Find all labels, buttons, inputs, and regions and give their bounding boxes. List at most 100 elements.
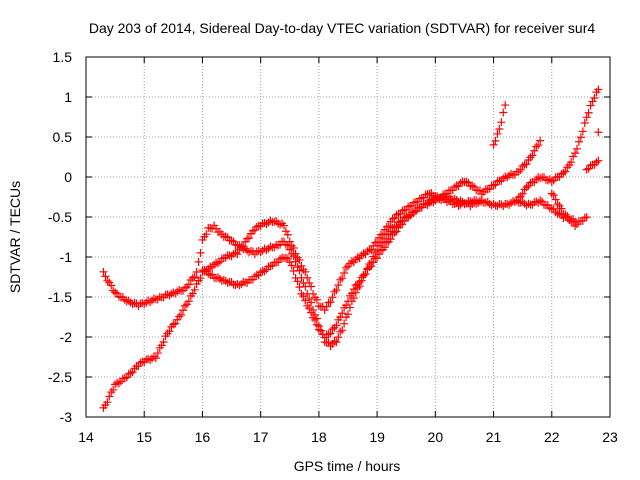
data-point-marker	[367, 262, 376, 271]
data-point-marker	[241, 244, 250, 253]
plot-frame	[85, 56, 611, 418]
data-point-marker	[328, 325, 337, 334]
data-point-marker	[264, 244, 273, 253]
data-point-marker	[388, 214, 397, 223]
data-point-marker	[392, 227, 401, 236]
y-tick-label: 0.5	[53, 129, 73, 145]
data-point-marker	[404, 213, 413, 222]
data-point-marker	[239, 245, 248, 254]
data-point-marker	[495, 124, 504, 133]
data-point-marker	[153, 349, 162, 358]
data-point-marker	[569, 152, 578, 161]
data-point-marker	[175, 312, 184, 321]
data-point-marker	[551, 208, 560, 217]
x-tick-label: 20	[428, 429, 444, 445]
x-tick-label: 14	[78, 429, 94, 445]
data-point-marker	[274, 241, 283, 250]
data-point-marker	[398, 206, 407, 215]
data-point-marker	[295, 283, 304, 292]
data-point-marker	[547, 177, 556, 186]
data-point-marker	[223, 278, 232, 287]
data-point-marker	[522, 160, 531, 169]
data-point-marker	[390, 228, 399, 237]
data-point-marker	[184, 297, 193, 306]
chart-title: Day 203 of 2014, Sidereal Day-to-day VTE…	[89, 20, 595, 36]
data-point-marker	[584, 108, 593, 117]
data-point-marker	[340, 319, 349, 328]
data-point-marker	[365, 245, 374, 254]
data-point-marker	[149, 294, 158, 303]
x-tick-label: 21	[486, 429, 502, 445]
data-point-marker	[281, 227, 290, 236]
data-point-marker	[594, 156, 603, 165]
data-point-marker	[149, 352, 158, 361]
data-point-marker	[563, 212, 572, 221]
data-point-marker	[128, 368, 137, 377]
data-point-marker	[499, 108, 508, 117]
data-point-marker	[169, 320, 178, 329]
data-point-marker	[276, 254, 285, 263]
data-point-marker	[590, 94, 599, 103]
data-point-marker	[120, 295, 129, 304]
data-point-marker	[266, 216, 275, 225]
data-point-marker	[507, 169, 516, 178]
data-point-marker	[136, 358, 145, 367]
data-point-marker	[202, 230, 211, 239]
data-point-marker	[441, 190, 450, 199]
data-point-marker	[326, 298, 335, 307]
data-point-marker	[196, 274, 205, 283]
data-point-marker	[210, 260, 219, 269]
x-tick-label: 17	[253, 429, 269, 445]
data-point-marker	[392, 210, 401, 219]
x-tick-label: 16	[195, 429, 211, 445]
data-point-marker	[297, 289, 306, 298]
data-point-marker	[122, 297, 131, 306]
x-tick-label: 19	[369, 429, 385, 445]
data-point-marker	[365, 263, 374, 272]
data-point-marker	[326, 329, 335, 338]
data-point-marker	[536, 174, 545, 183]
data-point-marker	[124, 296, 133, 305]
data-point-marker	[266, 262, 275, 271]
data-point-marker	[361, 269, 370, 278]
data-point-marker	[338, 326, 347, 335]
data-point-marker	[147, 296, 156, 305]
data-point-marker	[522, 183, 531, 192]
data-point-marker	[289, 267, 298, 276]
data-point-marker	[578, 127, 587, 136]
y-tick-label: -1.5	[48, 289, 72, 305]
data-point-marker	[571, 221, 580, 230]
data-point-marker	[549, 191, 558, 200]
data-point-marker	[561, 167, 570, 176]
data-point-marker	[169, 288, 178, 297]
data-point-marker	[334, 281, 343, 290]
data-point-marker	[532, 142, 541, 151]
data-point-marker	[328, 293, 337, 302]
data-point-marker	[516, 198, 525, 207]
data-point-marker	[588, 97, 597, 106]
data-point-marker	[157, 341, 166, 350]
data-point-marker	[175, 285, 184, 294]
data-point-marker	[248, 226, 257, 235]
data-point-marker	[190, 285, 199, 294]
data-point-marker	[204, 269, 213, 278]
x-axis-ticks: 14 15 16 17 18 19 20 21 22 23	[78, 57, 618, 445]
data-point-marker	[297, 261, 306, 270]
data-point-marker	[460, 200, 469, 209]
data-point-marker	[586, 101, 595, 110]
y-axis-label: SDTVAR / TECUs	[7, 181, 23, 293]
data-point-marker	[582, 165, 591, 174]
data-point-marker	[503, 173, 512, 182]
data-point-marker	[225, 251, 234, 260]
data-point-marker	[421, 200, 430, 209]
data-point-marker	[452, 195, 461, 204]
data-point-marker	[516, 165, 525, 174]
x-axis-label: GPS time / hours	[294, 458, 401, 474]
data-point-marker	[184, 280, 193, 289]
data-point-marker	[188, 273, 197, 282]
data-point-marker	[295, 255, 304, 264]
data-point-marker	[285, 258, 294, 267]
data-point-marker	[221, 276, 230, 285]
data-point-marker	[582, 213, 591, 222]
